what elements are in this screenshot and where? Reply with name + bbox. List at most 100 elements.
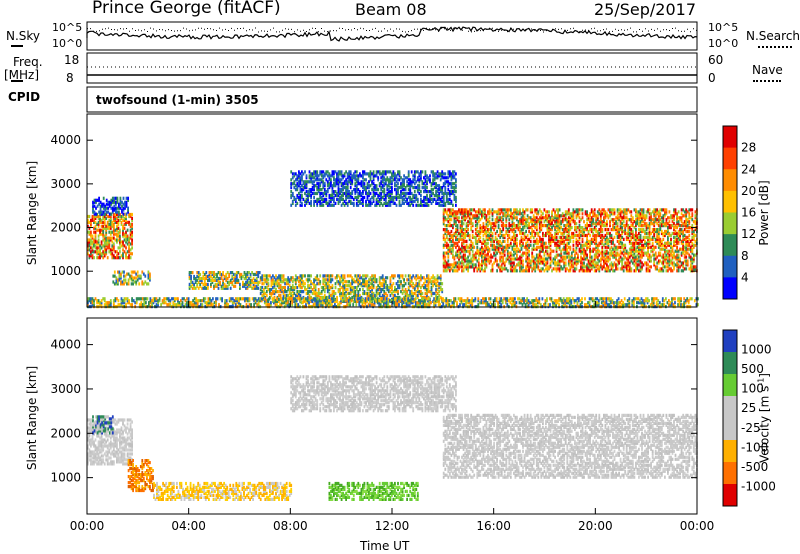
power-cell	[234, 280, 237, 284]
power-cell	[488, 259, 491, 263]
power-cell	[407, 274, 410, 278]
power-cell	[572, 220, 575, 224]
power-cell	[313, 280, 315, 284]
power-cell	[352, 295, 355, 300]
power-cell	[511, 269, 514, 273]
power-cell	[580, 208, 582, 212]
power-cell	[555, 220, 558, 224]
power-cell	[103, 240, 106, 244]
power-cell	[426, 203, 428, 207]
power-cell	[410, 284, 413, 288]
power-cell	[131, 232, 133, 236]
power-cell	[296, 178, 299, 182]
power-cell	[432, 284, 434, 288]
power-cell	[105, 226, 108, 230]
power-cell	[262, 288, 265, 292]
power-cell	[349, 290, 352, 294]
power-cell	[606, 228, 608, 232]
power-cell	[429, 193, 431, 198]
power-cell	[374, 203, 376, 207]
power-cell	[391, 180, 393, 184]
power-cell	[203, 286, 206, 290]
power-cell	[532, 235, 535, 239]
power-cell	[609, 224, 611, 228]
power-cell	[403, 188, 405, 192]
power-cell	[366, 280, 369, 284]
power-cell	[586, 224, 588, 228]
power-cell	[604, 216, 607, 220]
power-cell	[381, 172, 384, 176]
power-cell	[619, 245, 622, 249]
power-cell	[616, 239, 619, 243]
power-cell	[621, 265, 624, 269]
power-cell	[394, 295, 396, 300]
power-cell	[473, 216, 476, 220]
power-cell	[583, 220, 585, 224]
power-cell	[555, 255, 558, 259]
power-cell	[618, 253, 620, 257]
power-cell	[293, 278, 296, 282]
power-cell	[520, 247, 523, 251]
power-cell	[372, 178, 375, 182]
power-cell	[540, 243, 543, 247]
power-cell	[484, 257, 486, 261]
power-cell	[222, 278, 224, 282]
power-cell	[599, 214, 602, 218]
power-cell	[445, 269, 448, 273]
power-cell	[456, 218, 459, 222]
power-cell	[229, 280, 232, 284]
power-cell	[316, 186, 319, 190]
power-cell	[342, 193, 344, 198]
power-cell	[607, 214, 610, 218]
power-cell	[383, 293, 386, 298]
power-cell	[542, 243, 544, 247]
power-cell	[98, 198, 100, 202]
power-cell	[337, 182, 340, 186]
power-cell	[330, 280, 332, 284]
power-cell	[129, 222, 132, 226]
power-cell	[482, 233, 485, 238]
power-cell	[109, 248, 112, 252]
power-cell	[362, 186, 364, 190]
power-cell	[346, 190, 349, 194]
power-cell	[415, 278, 418, 282]
power-cell	[362, 199, 364, 203]
power-cell	[523, 218, 526, 222]
power-cell	[596, 210, 599, 214]
power-cell	[549, 237, 552, 241]
power-cell	[447, 247, 450, 251]
power-cell	[407, 288, 410, 292]
power-cell	[112, 214, 115, 219]
power-cell	[484, 263, 486, 267]
power-cell	[252, 284, 255, 288]
power-cell	[291, 293, 294, 298]
power-cell	[444, 210, 447, 214]
power-cell	[293, 180, 296, 184]
power-cell	[102, 216, 105, 220]
power-cell	[569, 216, 572, 220]
power-cell	[394, 288, 396, 292]
power-cell	[262, 293, 265, 298]
power-cell	[366, 293, 369, 298]
power-cell	[581, 237, 584, 241]
power-cell	[468, 259, 471, 263]
power-cell	[570, 216, 573, 220]
power-cell	[477, 249, 480, 253]
power-cell	[548, 235, 550, 239]
power-cell	[619, 228, 622, 232]
power-cell	[226, 286, 229, 290]
power-cell	[144, 274, 147, 278]
power-cell	[580, 265, 582, 269]
power-cell	[517, 249, 520, 253]
power-cell	[586, 241, 588, 245]
power-cell	[314, 291, 317, 296]
power-cell	[363, 188, 366, 192]
power-cell	[105, 224, 108, 228]
power-cell	[365, 274, 367, 278]
power-cell	[497, 263, 500, 267]
power-cell	[383, 172, 386, 176]
power-cell	[452, 208, 454, 212]
power-cell	[516, 269, 518, 273]
power-cell	[609, 235, 611, 239]
power-cell	[213, 274, 215, 279]
